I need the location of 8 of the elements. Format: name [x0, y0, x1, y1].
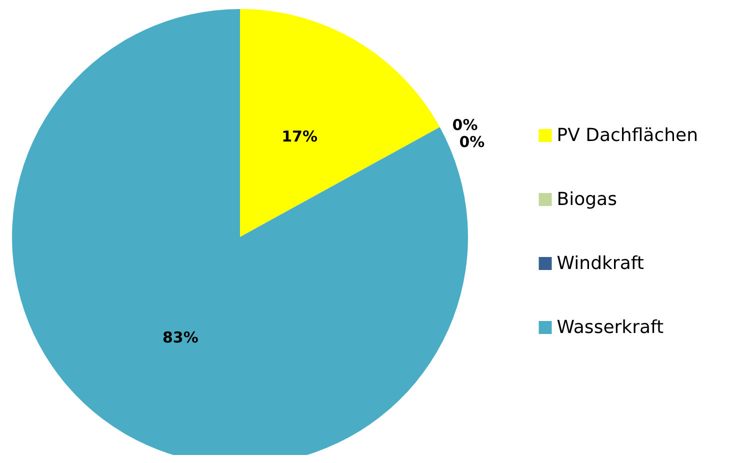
text: 0%: [459, 133, 485, 152]
text: 0%: [452, 116, 478, 134]
data-label: 17%: [282, 127, 318, 146]
legend-label: Windkraft: [556, 253, 644, 274]
legend-label: Wasserkraft: [556, 317, 664, 338]
legend-label: Biogas: [556, 189, 617, 210]
data-label: 83%: [162, 328, 198, 347]
legend-label: PV Dachflächen: [556, 125, 698, 146]
